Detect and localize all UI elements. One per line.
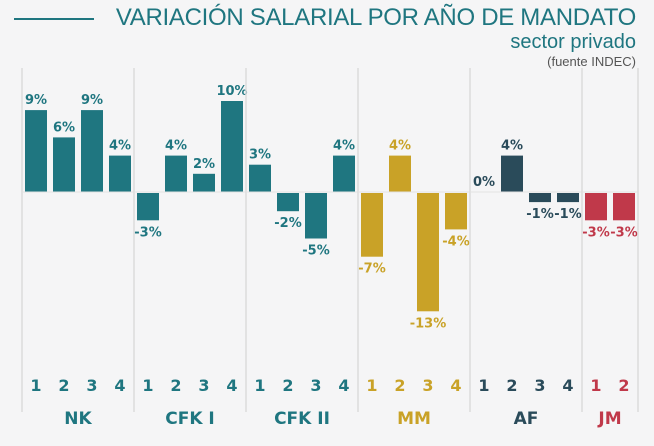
- bar-cfk-i-4: [221, 101, 243, 192]
- bar-nk-3: [81, 110, 103, 192]
- bar-mm-2: [389, 155, 411, 192]
- data-label: 0%: [473, 175, 495, 190]
- x-tick-label: 1: [254, 376, 265, 395]
- data-label: 6%: [53, 120, 75, 135]
- bar-cfk-i-1: [137, 193, 159, 221]
- x-tick-label: 1: [142, 376, 153, 395]
- bar-jm-2: [613, 193, 635, 221]
- chart-source: (fuente INDEC): [547, 54, 636, 69]
- x-tick-label: 4: [450, 376, 461, 395]
- data-label: 4%: [109, 139, 131, 154]
- group-label: NK: [64, 409, 92, 429]
- x-tick-label: 3: [310, 376, 321, 395]
- x-tick-label: 1: [478, 376, 489, 395]
- x-tick-label: 4: [338, 376, 349, 395]
- group-label: JM: [597, 409, 621, 429]
- data-label: -3%: [582, 225, 609, 240]
- bar-af-3: [529, 193, 551, 203]
- x-tick-label: 4: [226, 376, 237, 395]
- data-label: 4%: [389, 139, 411, 154]
- bar-cfk-ii-4: [333, 155, 355, 192]
- bar-cfk-ii-1: [249, 164, 271, 192]
- data-label: 4%: [165, 139, 187, 154]
- data-label: 3%: [249, 148, 271, 163]
- group-label: CFK II: [274, 409, 330, 429]
- chart-subtitle: sector privado: [510, 31, 636, 53]
- bar-af-2: [501, 155, 523, 192]
- x-tick-label: 4: [114, 376, 125, 395]
- bar-af-4: [557, 193, 579, 203]
- x-tick-label: 4: [562, 376, 573, 395]
- chart-title: VARIACIÓN SALARIAL POR AÑO DE MANDATO: [115, 4, 636, 31]
- data-label: 2%: [193, 157, 215, 172]
- data-label: 10%: [216, 84, 247, 99]
- data-label: 4%: [333, 139, 355, 154]
- x-tick-label: 1: [30, 376, 41, 395]
- x-tick-label: 2: [506, 376, 517, 395]
- group-label: AF: [514, 409, 539, 429]
- data-label: -1%: [526, 207, 553, 222]
- data-label: 4%: [501, 139, 523, 154]
- data-label: -3%: [610, 225, 637, 240]
- data-label: -4%: [442, 234, 469, 249]
- bar-cfk-i-3: [193, 173, 215, 192]
- x-tick-label: 2: [394, 376, 405, 395]
- bar-mm-4: [445, 193, 467, 230]
- title-decoration-line: [14, 18, 94, 20]
- x-tick-label: 2: [58, 376, 69, 395]
- x-tick-label: 3: [86, 376, 97, 395]
- x-tick-label: 3: [422, 376, 433, 395]
- data-label: 9%: [25, 93, 47, 108]
- data-label: -2%: [274, 216, 301, 231]
- group-label: MM: [397, 409, 431, 429]
- group-label: CFK I: [165, 409, 215, 429]
- data-label: 9%: [81, 93, 103, 108]
- bar-mm-1: [361, 193, 383, 257]
- x-tick-label: 1: [590, 376, 601, 395]
- bar-cfk-ii-3: [305, 193, 327, 239]
- bar-jm-1: [585, 193, 607, 221]
- x-tick-label: 2: [170, 376, 181, 395]
- bar-mm-3: [417, 193, 439, 312]
- bar-nk-1: [25, 110, 47, 192]
- x-tick-label: 3: [198, 376, 209, 395]
- x-tick-label: 2: [282, 376, 293, 395]
- data-label: -5%: [302, 244, 329, 259]
- data-label: -1%: [554, 207, 581, 222]
- data-label: -3%: [134, 225, 161, 240]
- bar-nk-4: [109, 155, 131, 192]
- data-label: -13%: [410, 316, 447, 331]
- bar-cfk-ii-2: [277, 193, 299, 212]
- bar-nk-2: [53, 137, 75, 192]
- data-label: -7%: [358, 262, 385, 277]
- x-tick-label: 3: [534, 376, 545, 395]
- bar-cfk-i-2: [165, 155, 187, 192]
- x-tick-label: 1: [366, 376, 377, 395]
- x-tick-label: 2: [618, 376, 629, 395]
